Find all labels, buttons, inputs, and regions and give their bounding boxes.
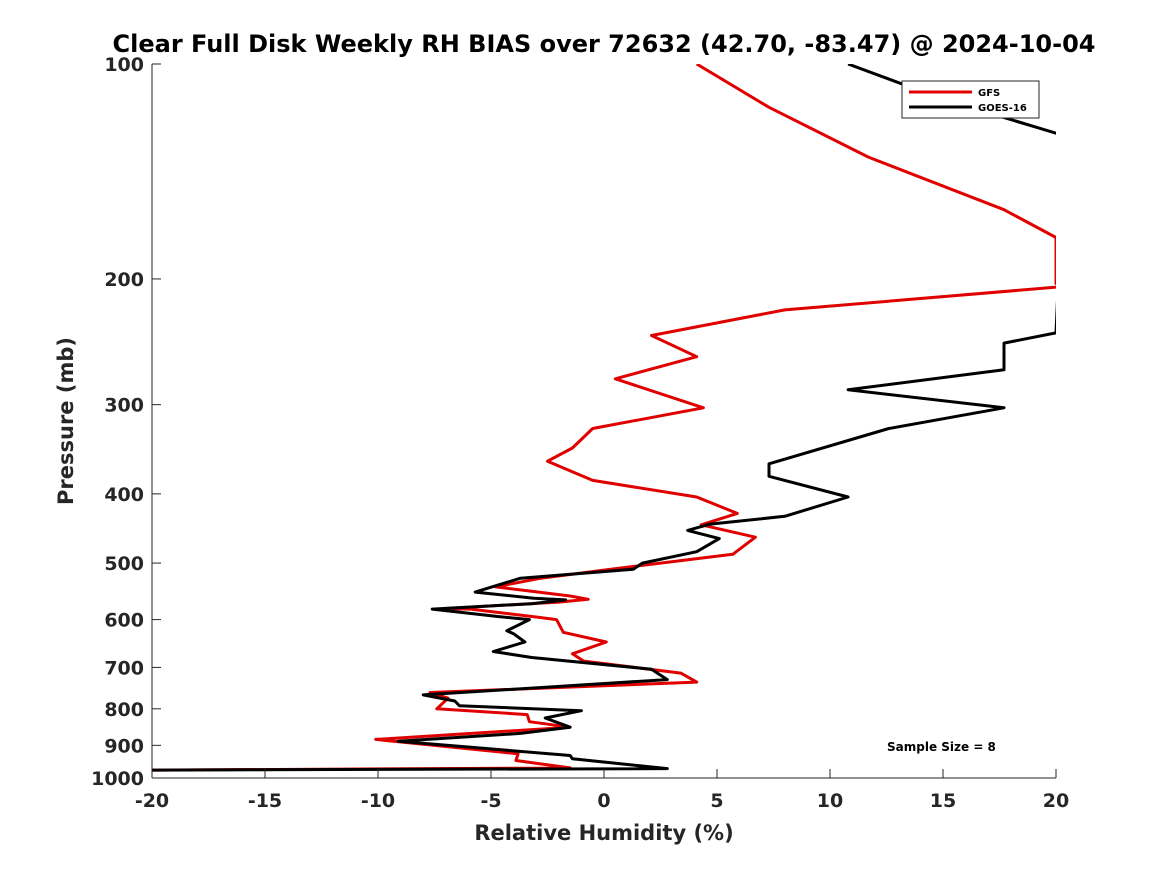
x-tick-label: -20: [135, 790, 169, 812]
y-tick-label: 100: [104, 54, 144, 76]
sample-size-annotation: Sample Size = 8: [887, 740, 996, 754]
series-layer: [152, 64, 1056, 772]
y-axis-label: Pressure (mb): [54, 337, 78, 505]
legend-label-goes16: GOES-16: [978, 103, 1027, 114]
x-tick-label: 15: [930, 790, 956, 812]
legend-label-gfs: GFS: [978, 88, 1000, 99]
x-tick-label: -10: [361, 790, 395, 812]
y-tick-label: 900: [104, 735, 144, 757]
legend-box: [901, 80, 1040, 119]
series-line-goes16: [152, 64, 1056, 772]
legend: GFS GOES-16: [901, 80, 1040, 119]
x-tick-label: -15: [248, 790, 282, 812]
y-tick-label: 200: [104, 269, 144, 291]
y-tick-label: 400: [104, 484, 144, 506]
y-tick-label: 500: [104, 553, 144, 575]
series-line-gfs: [152, 64, 1056, 772]
y-tick-label: 600: [104, 610, 144, 632]
x-tick-label: 0: [597, 790, 610, 812]
y-tick-label: 700: [104, 657, 144, 679]
x-tick-label: 20: [1043, 790, 1069, 812]
x-tick-label: 10: [817, 790, 843, 812]
x-axis-label: Relative Humidity (%): [474, 821, 733, 845]
x-tick-label: -5: [480, 790, 501, 812]
ticks-layer: -20 -15 -10 -5 0 5 10 15 20 100 200 300 400 500 600 700…: [91, 54, 1069, 812]
chart-title: Clear Full Disk Weekly RH BIAS over 7263…: [113, 30, 1096, 58]
y-tick-label: 1000: [91, 768, 144, 790]
y-tick-label: 300: [104, 395, 144, 417]
x-tick-label: 5: [710, 790, 723, 812]
y-tick-label: 800: [104, 699, 144, 721]
